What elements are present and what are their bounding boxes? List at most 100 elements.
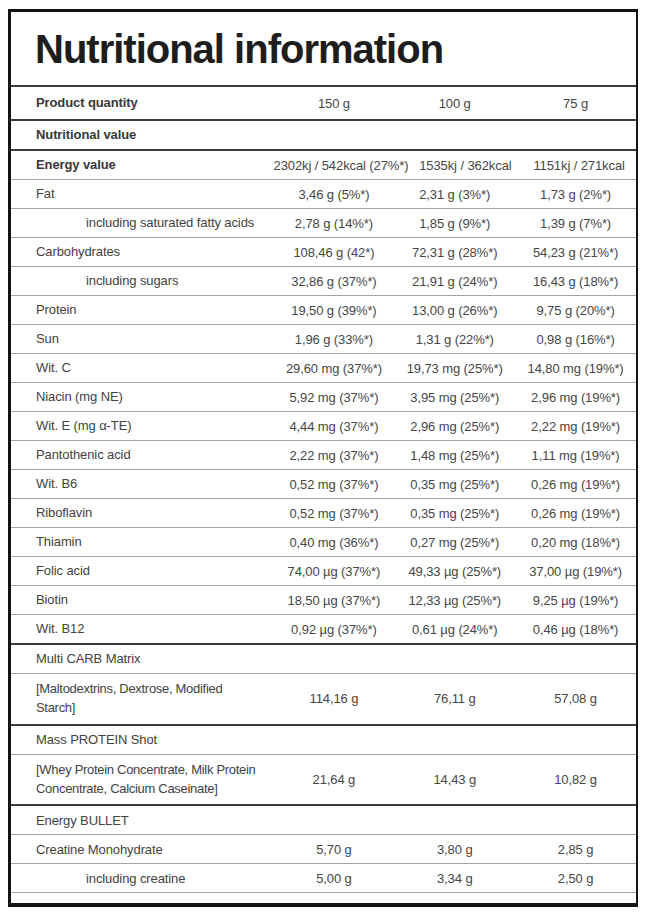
value-cell: 0,46 µg (18%*) xyxy=(515,617,636,642)
value-cell: 2,50 g xyxy=(515,866,636,891)
value-cell: 114,16 g xyxy=(274,686,395,711)
value-cell: 57,08 g xyxy=(515,686,636,711)
row-label: Wit. C xyxy=(11,354,274,382)
value-cell: 3,00 g xyxy=(274,895,395,907)
table-row: including sugars32,86 g (37%*)21,91 g (2… xyxy=(11,266,636,295)
value-cell: 54,23 g (21%*) xyxy=(515,240,636,265)
table-row: Niacin (mg NE)5,92 mg (37%*)3,95 mg (25%… xyxy=(11,382,636,411)
table-row: [Maltodextrins, Dextrose, ModifiedStarch… xyxy=(11,673,636,724)
row-label: MCT oil xyxy=(11,894,274,907)
row-label: Niacin (mg NE) xyxy=(11,383,274,411)
section-row: Energy BULLET xyxy=(11,804,636,834)
row-label: Energy BULLET xyxy=(11,807,636,835)
row-label: including sugars xyxy=(11,267,274,295)
table-row: including creatine5,00 g3,34 g2,50 g xyxy=(11,863,636,892)
value-cell: 1151kj / 271kcal xyxy=(522,153,636,178)
row-label-line1: [Whey Protein Concentrate, Milk Protein xyxy=(36,761,266,780)
section-row: Multi CARB Matrix xyxy=(11,643,636,673)
value-cell: 2302kj / 542kcal (27%*) xyxy=(274,153,409,178)
row-label: Carbohydrates xyxy=(11,238,274,266)
row-label-line2: Starch] xyxy=(36,699,266,718)
quantity-value-100g: 100 g xyxy=(394,91,515,116)
table-row: Sun1,96 g (33%*)1,31 g (22%*)0,98 g (16%… xyxy=(11,324,636,353)
value-cell: 1,73 g (2%*) xyxy=(515,182,636,207)
value-cell: 10,82 g xyxy=(515,767,636,792)
value-cell: 2,78 g (14%*) xyxy=(274,211,395,236)
row-label: Protein xyxy=(11,296,274,324)
value-cell: 29,60 mg (37%*) xyxy=(274,356,395,381)
value-cell: 0,27 mg (25%*) xyxy=(394,530,515,555)
value-cell: 0,20 mg (18%*) xyxy=(515,530,636,555)
value-cell: 3,95 mg (25%*) xyxy=(394,385,515,410)
value-cell: 1,31 g (22%*) xyxy=(394,327,515,352)
value-cell: 108,46 g (42*) xyxy=(274,240,395,265)
value-cell: 9,25 µg (19%*) xyxy=(515,588,636,613)
value-cell: 2,22 mg (19%*) xyxy=(515,414,636,439)
quantity-value-75g: 75 g xyxy=(515,91,636,116)
row-label: Sun xyxy=(11,325,274,353)
table-row: Riboflavin0,52 mg (37%*)0,35 mg (25%*)0,… xyxy=(11,498,636,527)
row-label: Fat xyxy=(11,180,274,208)
value-cell: 5,00 g xyxy=(274,866,395,891)
row-label: Wit. E (mg α-TE) xyxy=(11,412,274,440)
table-row: Wit. B120,92 µg (37%*)0,61 µg (24%*)0,46… xyxy=(11,614,636,643)
value-cell: 21,91 g (24%*) xyxy=(394,269,515,294)
value-cell: 0,40 mg (36%*) xyxy=(274,530,395,555)
value-cell: 5,70 g xyxy=(274,837,395,862)
value-cell: 0,98 g (16%*) xyxy=(515,327,636,352)
value-cell: 0,92 µg (37%*) xyxy=(274,617,395,642)
value-cell: 2,00 g xyxy=(394,895,515,907)
row-label: Multi CARB Matrix xyxy=(11,645,636,673)
product-quantity-row: Product quantity 150 g 100 g 75 g xyxy=(11,87,636,119)
value-cell: 0,61 µg (24%*) xyxy=(394,617,515,642)
value-cell: 19,50 g (39%*) xyxy=(274,298,395,323)
value-cell: 13,00 g (26%*) xyxy=(394,298,515,323)
value-cell: 1,96 g (33%*) xyxy=(274,327,395,352)
table-body: Nutritional valueEnergy value2302kj / 54… xyxy=(11,119,636,907)
table-row: Thiamin0,40 mg (36%*)0,27 mg (25%*)0,20 … xyxy=(11,527,636,556)
row-label-line2: Concentrate, Calcium Caseinate] xyxy=(36,780,266,799)
value-cell: 16,43 g (18%*) xyxy=(515,269,636,294)
value-cell: 74,00 µg (37%*) xyxy=(274,559,395,584)
table-row: [Whey Protein Concentrate, Milk ProteinC… xyxy=(11,754,636,805)
panel-title: Nutritional information xyxy=(11,12,636,87)
value-cell: 9,75 g (20%*) xyxy=(515,298,636,323)
table-row: Wit. C29,60 mg (37%*)19,73 mg (25%*)14,8… xyxy=(11,353,636,382)
value-cell: 0,35 mg (25%*) xyxy=(394,501,515,526)
value-cell: 32,86 g (37%*) xyxy=(274,269,395,294)
table-row: Fat3,46 g (5%*)2,31 g (3%*)1,73 g (2%*) xyxy=(11,179,636,208)
value-cell: 2,96 mg (19%*) xyxy=(515,385,636,410)
table-row: Wit. E (mg α-TE)4,44 mg (37%*)2,96 mg (2… xyxy=(11,411,636,440)
row-label: Wit. B12 xyxy=(11,615,274,643)
row-label: Thiamin xyxy=(11,528,274,556)
value-cell: 0,35 mg (25%*) xyxy=(394,472,515,497)
value-cell: 72,31 g (28%*) xyxy=(394,240,515,265)
value-cell: 2,85 g xyxy=(515,837,636,862)
value-cell: 12,33 µg (25%*) xyxy=(394,588,515,613)
value-cell: 1,11 mg (19%*) xyxy=(515,443,636,468)
value-cell: 5,92 mg (37%*) xyxy=(274,385,395,410)
row-label: Energy value xyxy=(11,151,274,179)
value-cell: 49,33 µg (25%*) xyxy=(394,559,515,584)
value-cell: 14,43 g xyxy=(394,767,515,792)
value-cell: 0,26 mg (19%*) xyxy=(515,472,636,497)
row-label: including creatine xyxy=(11,865,274,893)
value-cell: 4,44 mg (37%*) xyxy=(274,414,395,439)
value-cell: 21,64 g xyxy=(274,767,395,792)
table-row: Pantothenic acid2,22 mg (37%*)1,48 mg (2… xyxy=(11,440,636,469)
nutrition-panel: Nutritional information Product quantity… xyxy=(8,9,638,907)
table-row: including saturated fatty acids2,78 g (1… xyxy=(11,208,636,237)
value-cell: 18,50 µg (37%*) xyxy=(274,588,395,613)
value-cell: 37,00 µg (19%*) xyxy=(515,559,636,584)
value-cell: 1,50 g xyxy=(515,895,636,907)
section-row: Mass PROTEIN Shot xyxy=(11,724,636,754)
value-cell: 2,31 g (3%*) xyxy=(394,182,515,207)
row-label: Mass PROTEIN Shot xyxy=(11,726,636,754)
table-row: MCT oil3,00 g2,00 g1,50 g xyxy=(11,892,636,907)
row-label-line1: [Maltodextrins, Dextrose, Modified xyxy=(36,680,266,699)
quantity-value-150g: 150 g xyxy=(274,91,395,116)
value-cell: 2,96 mg (25%*) xyxy=(394,414,515,439)
value-cell: 1,39 g (7%*) xyxy=(515,211,636,236)
value-cell: 3,34 g xyxy=(394,866,515,891)
value-cell: 1,48 mg (25%*) xyxy=(394,443,515,468)
